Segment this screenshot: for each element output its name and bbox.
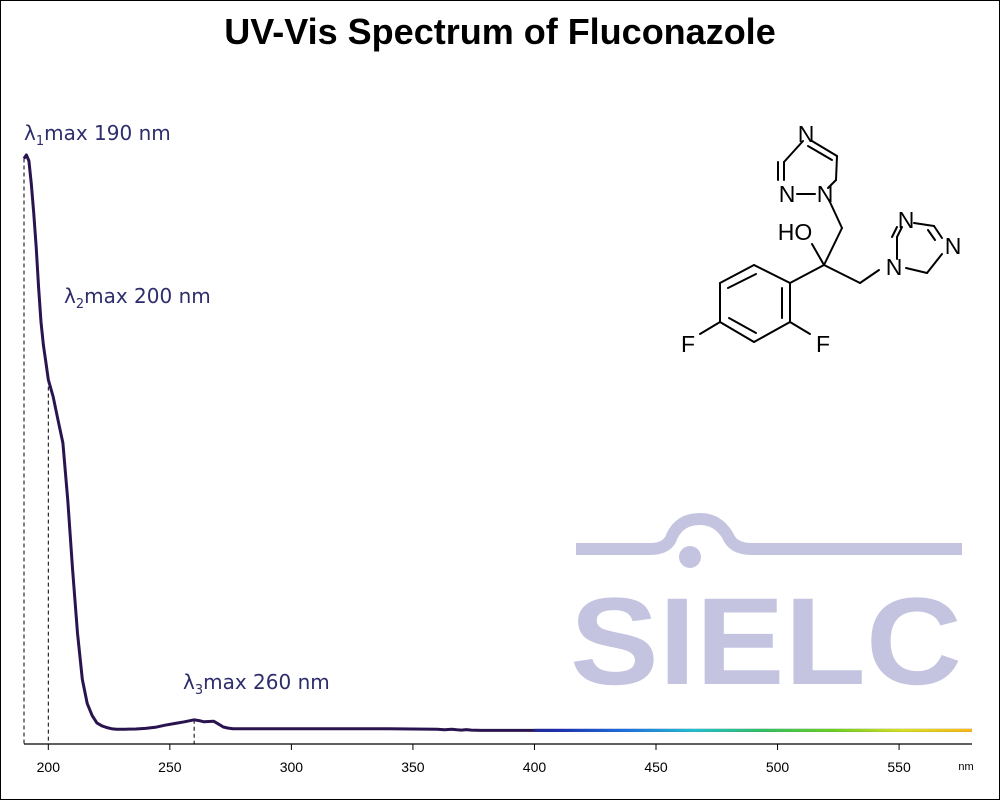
- atom-ho: HO: [778, 219, 813, 245]
- atom-n-right-link: N: [886, 254, 903, 280]
- x-axis-tick-labels: 200 250 300 350 400 450 500 550: [37, 759, 911, 775]
- x-tick-label-450: 450: [644, 759, 668, 775]
- spectrum-line: [22, 153, 972, 732]
- peak-marker-lines: [23, 158, 195, 744]
- logo-text: SIELC: [570, 573, 962, 711]
- chart-title: UV-Vis Spectrum of Fluconazole: [224, 11, 775, 52]
- peak-label-lambda: λ: [183, 670, 195, 694]
- x-tick-label-250: 250: [158, 759, 182, 775]
- peak-label-text: max 200 nm: [84, 284, 211, 308]
- peak-label-lambda: λ: [64, 284, 76, 308]
- peak-label-190: λ1max 190 nm: [24, 121, 171, 149]
- logo-swoosh: [576, 512, 962, 555]
- atom-n-top: N: [798, 121, 815, 147]
- peak-label-260: λ3max 260 nm: [183, 670, 330, 698]
- x-tick-label-300: 300: [280, 759, 304, 775]
- x-tick-label-550: 550: [887, 759, 911, 775]
- peak-label-lambda: λ: [24, 121, 36, 145]
- x-axis-unit-label: nm: [958, 761, 973, 773]
- atom-n-right-top: N: [898, 207, 915, 233]
- x-axis-ticks: [47, 744, 900, 750]
- peak-label-subscript: 3: [195, 683, 203, 698]
- structure-atom-labels: N N N HO N N N F F: [681, 121, 961, 357]
- fluconazole-structure: [699, 140, 943, 343]
- peak-label-200: λ2max 200 nm: [64, 284, 211, 312]
- peak-label-text: max 260 nm: [203, 670, 330, 694]
- atom-n-ring-link: N: [817, 181, 834, 207]
- atom-f-right: F: [816, 331, 830, 357]
- atom-n-right-far: N: [945, 233, 962, 259]
- peak-label-subscript: 1: [36, 134, 44, 149]
- atom-f-left: F: [681, 331, 695, 357]
- x-tick-label-200: 200: [37, 759, 61, 775]
- sielc-logo: SIELC: [570, 512, 962, 711]
- peak-label-text: max 190 nm: [44, 121, 171, 145]
- atom-n-left-low: N: [779, 181, 796, 207]
- logo-i-dot: [679, 546, 701, 568]
- peak-label-subscript: 2: [76, 297, 84, 312]
- x-tick-label-350: 350: [401, 759, 425, 775]
- x-tick-label-400: 400: [523, 759, 547, 775]
- x-tick-label-500: 500: [766, 759, 790, 775]
